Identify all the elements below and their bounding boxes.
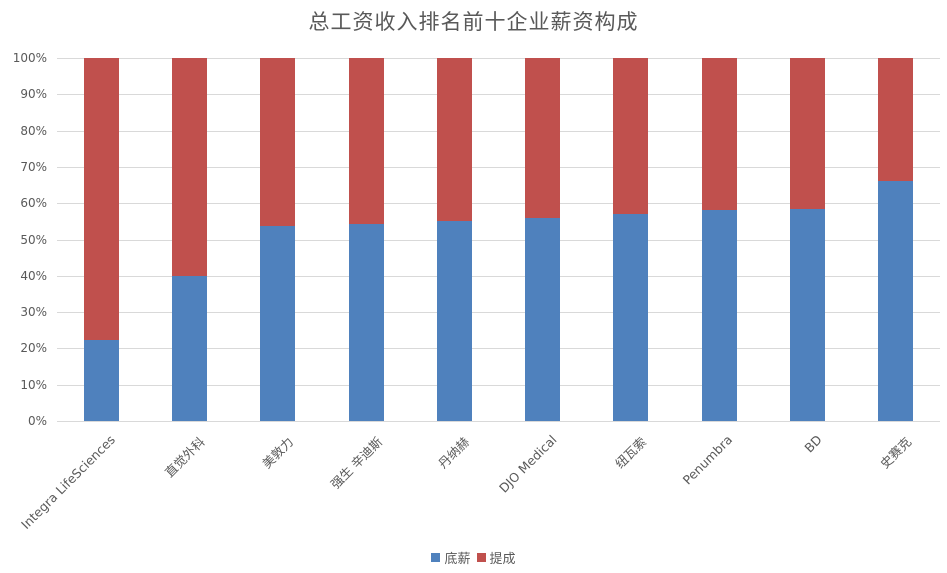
gridline (57, 203, 940, 205)
legend-item-base-salary[interactable]: 底薪 (431, 548, 471, 567)
stacked-bar[interactable] (83, 58, 119, 421)
legend-item-commission[interactable]: 提成 (476, 548, 516, 567)
gridline (57, 421, 940, 422)
bar-segment-base-salary[interactable] (701, 210, 737, 421)
x-tick-label: 丹纳赫 (435, 434, 473, 472)
bar-segment-commission[interactable] (790, 58, 826, 209)
gridline (57, 130, 940, 132)
legend-label: 提成 (489, 552, 516, 567)
legend: 底薪 提成 (0, 548, 947, 567)
y-tick-label: 30% (20, 305, 47, 320)
stacked-bar[interactable] (790, 58, 826, 421)
stacked-bar[interactable] (348, 58, 384, 421)
y-tick-label: 100% (12, 51, 47, 65)
bar-segment-commission[interactable] (878, 58, 914, 182)
legend-swatch-icon (476, 553, 486, 562)
gridline (57, 58, 940, 59)
y-tick-label: 70% (20, 159, 47, 174)
plot-area (57, 58, 940, 422)
bar-segment-commission[interactable] (701, 58, 737, 211)
bar-segment-commission[interactable] (171, 58, 207, 276)
legend-label: 底薪 (444, 552, 471, 567)
x-tick-label: 直觉外科 (162, 434, 209, 481)
y-tick-label: 10% (20, 377, 47, 392)
x-tick-label: 史赛克 (876, 434, 915, 472)
y-tick-label: 60% (20, 196, 47, 211)
bar-segment-commission[interactable] (613, 58, 649, 215)
x-tick-label: 强生 辛迪斯 (327, 434, 386, 492)
gridline (57, 312, 940, 314)
stacked-bar[interactable] (613, 58, 649, 421)
bar-segment-commission[interactable] (525, 58, 561, 218)
stacked-bar[interactable] (878, 58, 914, 421)
legend-swatch-icon (431, 553, 441, 562)
y-tick-label: 80% (20, 123, 47, 138)
bar-segment-base-salary[interactable] (613, 214, 649, 421)
bar-segment-base-salary[interactable] (790, 209, 826, 421)
chart-title: 总工资收入排名前十企业薪资构成 (308, 10, 639, 34)
stacked-bar[interactable] (701, 58, 737, 421)
x-tick-label: 美敦力 (258, 434, 296, 472)
gridline (57, 239, 940, 241)
bar-segment-commission[interactable] (260, 58, 296, 227)
bar-segment-base-salary[interactable] (260, 226, 296, 421)
gridline (57, 94, 940, 96)
bar-segment-base-salary[interactable] (83, 340, 119, 421)
stacked-bar[interactable] (436, 58, 472, 421)
x-tick-label: DJO Medical (495, 432, 560, 496)
stacked-bar[interactable] (171, 58, 207, 421)
stacked-bar[interactable] (525, 58, 561, 421)
y-tick-label: 20% (20, 341, 47, 356)
x-tick-label: Penumbra (679, 432, 736, 488)
bar-segment-base-salary[interactable] (348, 223, 384, 421)
x-tick-label: Integra LifeSciences (18, 432, 119, 532)
bar-segment-commission[interactable] (348, 58, 384, 224)
y-tick-label: 0% (27, 414, 47, 428)
y-tick-label: 90% (20, 87, 47, 102)
gridline (57, 348, 940, 350)
gridline (57, 384, 940, 386)
gridline (57, 166, 940, 168)
stacked-bar[interactable] (260, 58, 296, 421)
y-tick-label: 40% (20, 268, 47, 283)
x-tick-label: 纽瓦索 (612, 434, 650, 472)
bar-segment-base-salary[interactable] (878, 181, 914, 421)
bar-segment-commission[interactable] (436, 58, 472, 221)
bar-segment-base-salary[interactable] (525, 217, 561, 421)
bar-segment-base-salary[interactable] (436, 221, 472, 421)
bar-segment-commission[interactable] (83, 58, 119, 341)
y-tick-label: 50% (20, 232, 47, 247)
x-tick-label: BD (800, 432, 825, 456)
bar-segment-base-salary[interactable] (171, 275, 207, 421)
gridline (57, 275, 940, 277)
